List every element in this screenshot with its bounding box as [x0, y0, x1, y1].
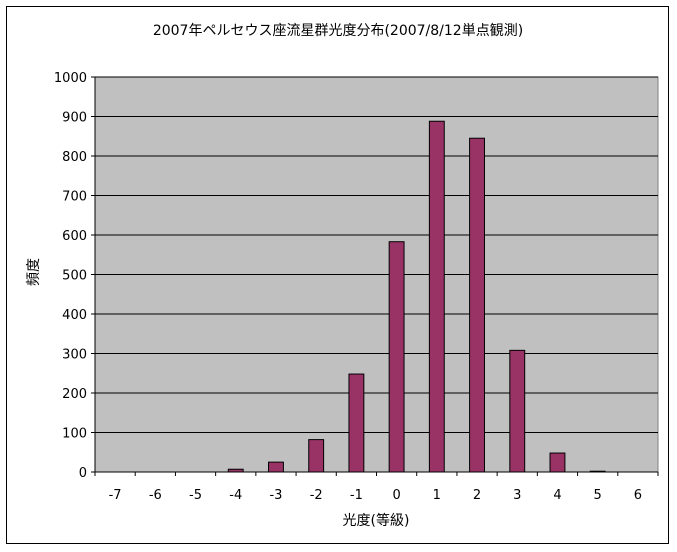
x-tick-label: -2 — [310, 488, 323, 503]
y-tick-label: 100 — [62, 427, 87, 442]
bar-3 — [509, 349, 526, 473]
x-tick-label: 0 — [392, 488, 400, 503]
x-tick-label: 5 — [594, 488, 602, 503]
bar--1 — [348, 373, 365, 473]
x-tick-label: -3 — [269, 488, 282, 503]
y-axis-title: 頻度 — [26, 258, 42, 286]
y-tick-label: 200 — [62, 387, 87, 402]
x-tick-label: -5 — [189, 488, 202, 503]
bar-4 — [549, 452, 566, 473]
bars — [227, 120, 606, 473]
bar-0 — [388, 241, 405, 473]
bar-2 — [469, 137, 485, 473]
y-tick-label: 300 — [62, 348, 87, 363]
x-axis-title: 光度(等級) — [343, 512, 410, 529]
y-tick-label: 1000 — [54, 71, 87, 86]
bar--2 — [308, 439, 325, 473]
bar--3 — [268, 461, 284, 473]
y-tick-label: 600 — [62, 229, 87, 244]
x-tick-label: 1 — [433, 488, 441, 503]
x-axis-ticks: -7 -6 -5 -4 -3 -2 -1 0 1 2 3 4 5 6 — [94, 471, 659, 503]
x-tick-label: 6 — [634, 488, 642, 503]
x-tick-label: -1 — [350, 488, 363, 503]
x-tick-label: -6 — [149, 488, 162, 503]
y-tick-label: 400 — [62, 308, 87, 323]
x-tick-label: -4 — [229, 488, 242, 503]
x-tick-label: 2 — [473, 488, 481, 503]
y-tick-label: 900 — [62, 111, 87, 126]
y-tick-label: 0 — [79, 466, 87, 481]
y-tick-label: 500 — [62, 269, 87, 284]
y-tick-label: 700 — [62, 190, 87, 205]
y-axis-ticks: 0 100 200 300 400 500 600 700 800 900 1000 — [54, 71, 96, 481]
bar-1 — [428, 120, 445, 473]
x-tick-label: -7 — [109, 488, 122, 503]
x-tick-label: 4 — [553, 488, 561, 503]
gridlines — [95, 76, 658, 433]
x-tick-label: 3 — [513, 488, 521, 503]
chart-title: 2007年ペルセウス座流星群光度分布(2007/8/12単点観測) — [153, 22, 523, 39]
y-tick-label: 800 — [62, 150, 87, 165]
